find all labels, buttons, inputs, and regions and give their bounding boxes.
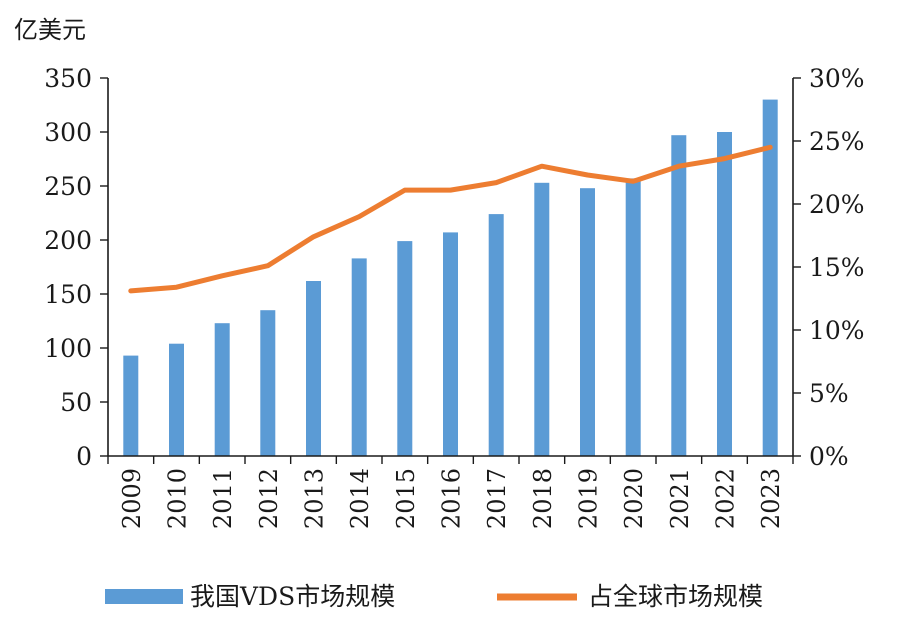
bar-2013 (306, 281, 321, 456)
x-tick-label: 2022 (712, 468, 740, 529)
bar-2014 (352, 258, 367, 456)
right-tick-label: 5% (809, 379, 849, 408)
x-axis-ticks: 2009 2010 2011 2012 2013 2014 2015 2016 2017 2018… (108, 456, 793, 529)
bar-2012 (260, 310, 275, 456)
bar-2021 (671, 135, 686, 456)
legend-bar-label: 我国VDS市场规模 (190, 582, 395, 611)
left-tick-label: 100 (44, 334, 92, 363)
bar-2011 (215, 323, 230, 456)
right-axis-ticks: 0% 5% 10% 15% 20% 25% 30% (793, 64, 865, 471)
x-tick-label: 2013 (301, 468, 329, 529)
legend-bar-swatch (105, 589, 183, 604)
x-tick-label: 2019 (575, 468, 603, 529)
x-tick-label: 2012 (255, 468, 283, 529)
x-tick-label: 2023 (757, 468, 785, 529)
right-tick-label: 30% (809, 64, 865, 93)
x-tick-label: 2009 (118, 468, 146, 529)
left-axis-ticks: 0 50 100 150 200 250 300 350 (44, 64, 108, 471)
right-tick-label: 20% (809, 190, 865, 219)
x-tick-label: 2017 (483, 468, 511, 529)
left-tick-label: 50 (60, 388, 92, 417)
left-tick-label: 200 (44, 226, 92, 255)
x-tick-label: 2018 (529, 468, 557, 529)
bar-2023 (763, 100, 778, 456)
bar-2016 (443, 232, 458, 456)
right-tick-label: 25% (809, 127, 865, 156)
bar-2020 (626, 178, 641, 456)
legend: 我国VDS市场规模 占全球市场规模 (105, 582, 763, 611)
x-tick-label: 2021 (666, 468, 694, 529)
bar-2018 (534, 183, 549, 456)
left-tick-label: 150 (44, 280, 92, 309)
x-tick-label: 2011 (209, 468, 237, 529)
x-tick-label: 2010 (164, 468, 192, 529)
bar-2015 (397, 241, 412, 456)
x-tick-label: 2016 (438, 468, 466, 529)
right-tick-label: 0% (809, 442, 849, 471)
left-tick-label: 0 (76, 442, 92, 471)
x-tick-label: 2020 (620, 468, 648, 529)
x-tick-label: 2015 (392, 468, 420, 529)
left-tick-label: 300 (44, 118, 92, 147)
bar-2017 (489, 214, 504, 456)
right-tick-label: 15% (809, 253, 865, 282)
bar-2019 (580, 188, 595, 456)
left-tick-label: 350 (44, 64, 92, 93)
left-axis-unit-label: 亿美元 (14, 16, 86, 44)
left-tick-label: 250 (44, 172, 92, 201)
legend-line-label: 占全球市场规模 (588, 582, 763, 611)
bar-2009 (123, 356, 138, 456)
right-tick-label: 10% (809, 316, 865, 345)
bar-2022 (717, 132, 732, 456)
x-tick-label: 2014 (346, 468, 374, 529)
bar-2010 (169, 344, 184, 456)
